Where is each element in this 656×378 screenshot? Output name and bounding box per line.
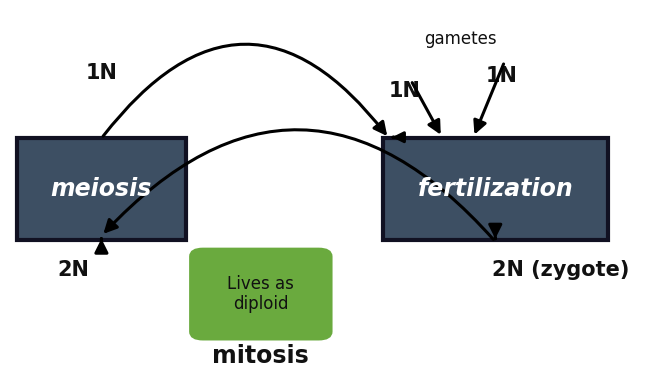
Text: Lives as
diploid: Lives as diploid bbox=[228, 275, 295, 313]
Text: 1N: 1N bbox=[388, 81, 420, 101]
FancyBboxPatch shape bbox=[382, 138, 608, 240]
Text: gametes: gametes bbox=[424, 30, 497, 48]
Text: 1N: 1N bbox=[485, 67, 518, 87]
Text: 2N (zygote): 2N (zygote) bbox=[492, 260, 630, 280]
Text: mitosis: mitosis bbox=[213, 344, 309, 368]
FancyBboxPatch shape bbox=[17, 138, 186, 240]
Text: fertilization: fertilization bbox=[417, 177, 573, 201]
FancyBboxPatch shape bbox=[190, 249, 331, 339]
Text: meiosis: meiosis bbox=[51, 177, 152, 201]
Text: 2N: 2N bbox=[57, 260, 89, 280]
Text: 1N: 1N bbox=[85, 63, 117, 83]
